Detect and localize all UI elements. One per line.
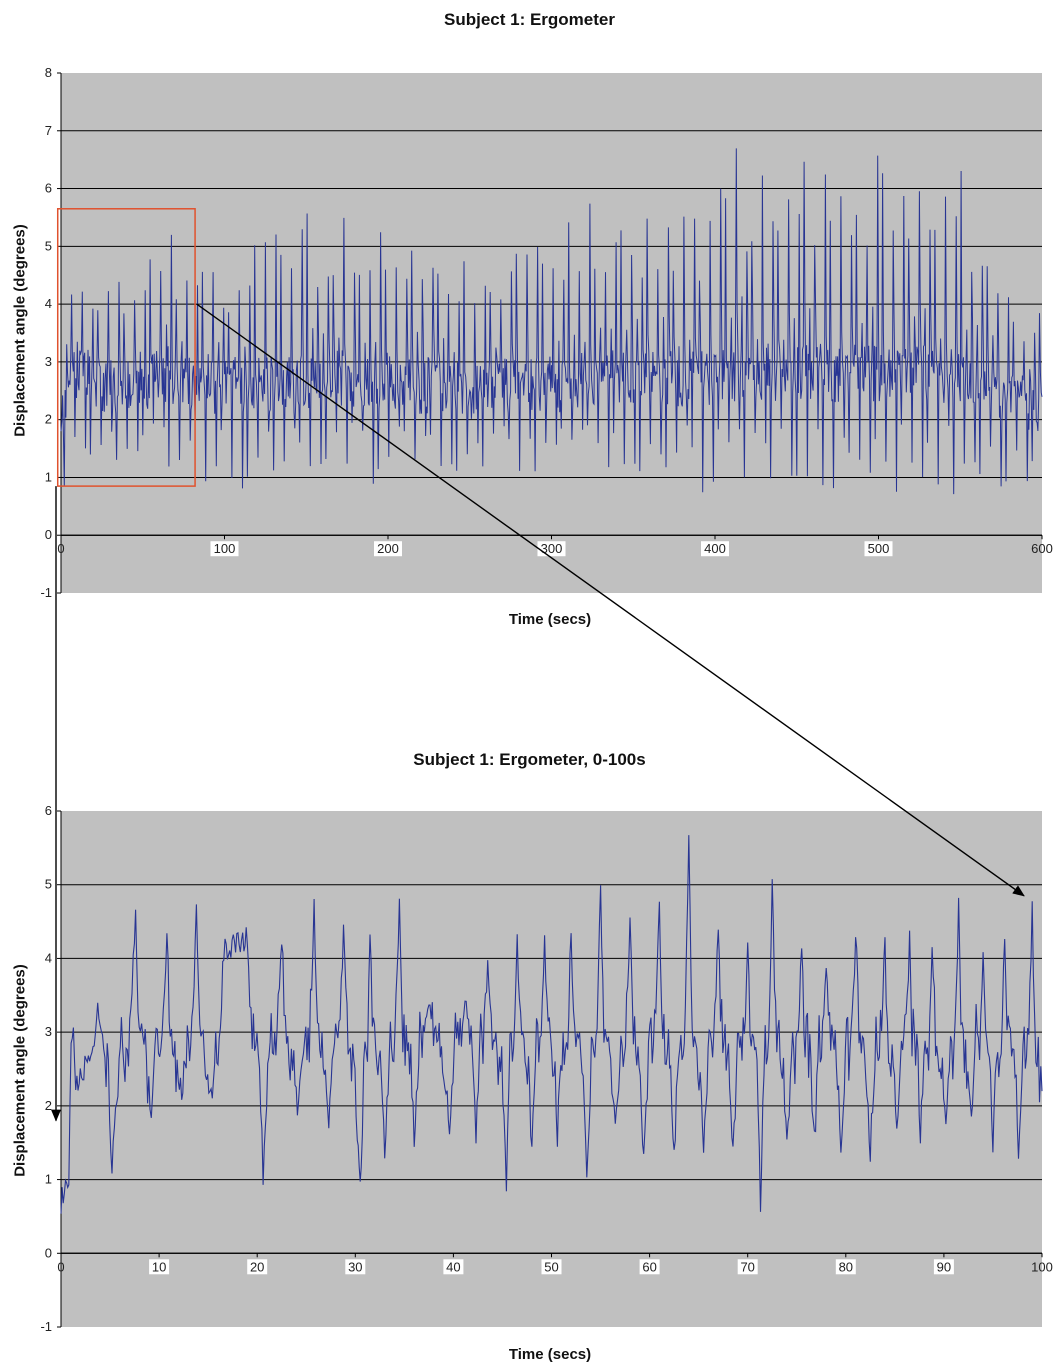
chart-1-xlabel: Time (secs) xyxy=(508,611,592,628)
chart-2-x-tick-bg xyxy=(149,1259,170,1275)
zoom-region-box xyxy=(56,208,196,487)
chart-2-x-tick-bg xyxy=(933,1259,954,1275)
chart-1-y-tick-label: 1 xyxy=(45,469,52,484)
chart-1-x-tick-label: 100 xyxy=(214,541,236,556)
chart-1-y-tick-label: 6 xyxy=(45,181,52,196)
chart-2-x-tick-label: 40 xyxy=(446,1259,460,1274)
chart-1-y-tick-label: 0 xyxy=(45,527,52,542)
chart-2-x-tick-label: 50 xyxy=(544,1259,558,1274)
chart-1-x-tick-bg xyxy=(864,541,893,557)
chart-2-title: Subject 1: Ergometer, 0-100s xyxy=(413,750,646,769)
chart-1-series-line xyxy=(60,148,1043,495)
chart-2-x-tick-bg xyxy=(443,1259,464,1275)
chart-2-xlabel: Time (secs) xyxy=(508,1346,592,1363)
chart-1-y-tick-label: 8 xyxy=(45,65,52,80)
chart-1-x-tick-bg xyxy=(210,541,239,557)
chart-1-y-tick-label: 5 xyxy=(45,238,52,253)
chart-2-y-tick-label: 2 xyxy=(45,1098,52,1113)
chart-2-x-tick-label: 90 xyxy=(937,1259,951,1274)
chart-2-y-tick-label: 0 xyxy=(45,1245,52,1260)
chart-2-x-tick-bg xyxy=(639,1259,660,1275)
chart-1-x-tick-bg xyxy=(701,541,729,557)
chart-1-x-tick-label: 600 xyxy=(1031,541,1053,556)
chart-2-y-tick-label: 3 xyxy=(45,1024,52,1039)
chart-1-x-tick-label: 400 xyxy=(704,541,726,556)
chart-1-y-tick-label: -1 xyxy=(40,585,52,600)
chart-2-x-tick-bg xyxy=(835,1259,856,1275)
chart-1-y-tick-label: 4 xyxy=(45,296,52,311)
chart-1-y-tick-label: 3 xyxy=(45,354,52,369)
chart-2-x-tick-bg xyxy=(247,1259,268,1275)
chart-1-plot-area xyxy=(61,73,1042,593)
zoom-arrow-right xyxy=(196,303,1025,897)
chart-2-x-tick-label: 100 xyxy=(1031,1259,1053,1274)
chart-2-x-tick-label: 10 xyxy=(152,1259,166,1274)
chart-2-y-tick-label: 5 xyxy=(45,877,52,892)
chart-2-y-tick-label: 4 xyxy=(45,950,52,965)
chart-2-plot-area xyxy=(61,811,1042,1327)
chart-2-x-tick-bg xyxy=(541,1259,562,1275)
zoom-overlay xyxy=(51,208,1025,1122)
chart-1-x-tick-label: 0 xyxy=(57,541,64,556)
chart-2-x-tick-bg xyxy=(345,1259,366,1275)
chart-1-x-tick-label: 300 xyxy=(541,541,563,556)
chart-2-x-tick-label: 0 xyxy=(57,1259,64,1274)
chart-2-y-tick-label: -1 xyxy=(40,1319,52,1334)
chart-2-series-line xyxy=(60,835,1043,1214)
chart-2-y-tick-label: 1 xyxy=(45,1172,52,1187)
chart-2-x-tick-label: 80 xyxy=(839,1259,853,1274)
chart-2-x-tick-bg xyxy=(737,1259,758,1275)
chart-1-x-tick-bg xyxy=(374,541,402,557)
chart-2-x-tick-label: 20 xyxy=(250,1259,264,1274)
chart-1: -1 0 1 2 3 4 5 6 7 8 0 100 200 300 400 500 600 xyxy=(40,65,1052,600)
chart-1-x-tick-label: 500 xyxy=(868,541,890,556)
chart-2-x-tick-label: 60 xyxy=(642,1259,656,1274)
chart-1-y-tick-label: 2 xyxy=(45,412,52,427)
chart-2-x-tick-label: 30 xyxy=(348,1259,362,1274)
chart-2-x-tick-label: 70 xyxy=(740,1259,754,1274)
chart-1-y-tick-label: 7 xyxy=(45,123,52,138)
chart-2-y-tick-label: 6 xyxy=(45,803,52,818)
chart-1-x-tick-label: 200 xyxy=(377,541,399,556)
chart-1-title: Subject 1: Ergometer xyxy=(444,10,615,29)
